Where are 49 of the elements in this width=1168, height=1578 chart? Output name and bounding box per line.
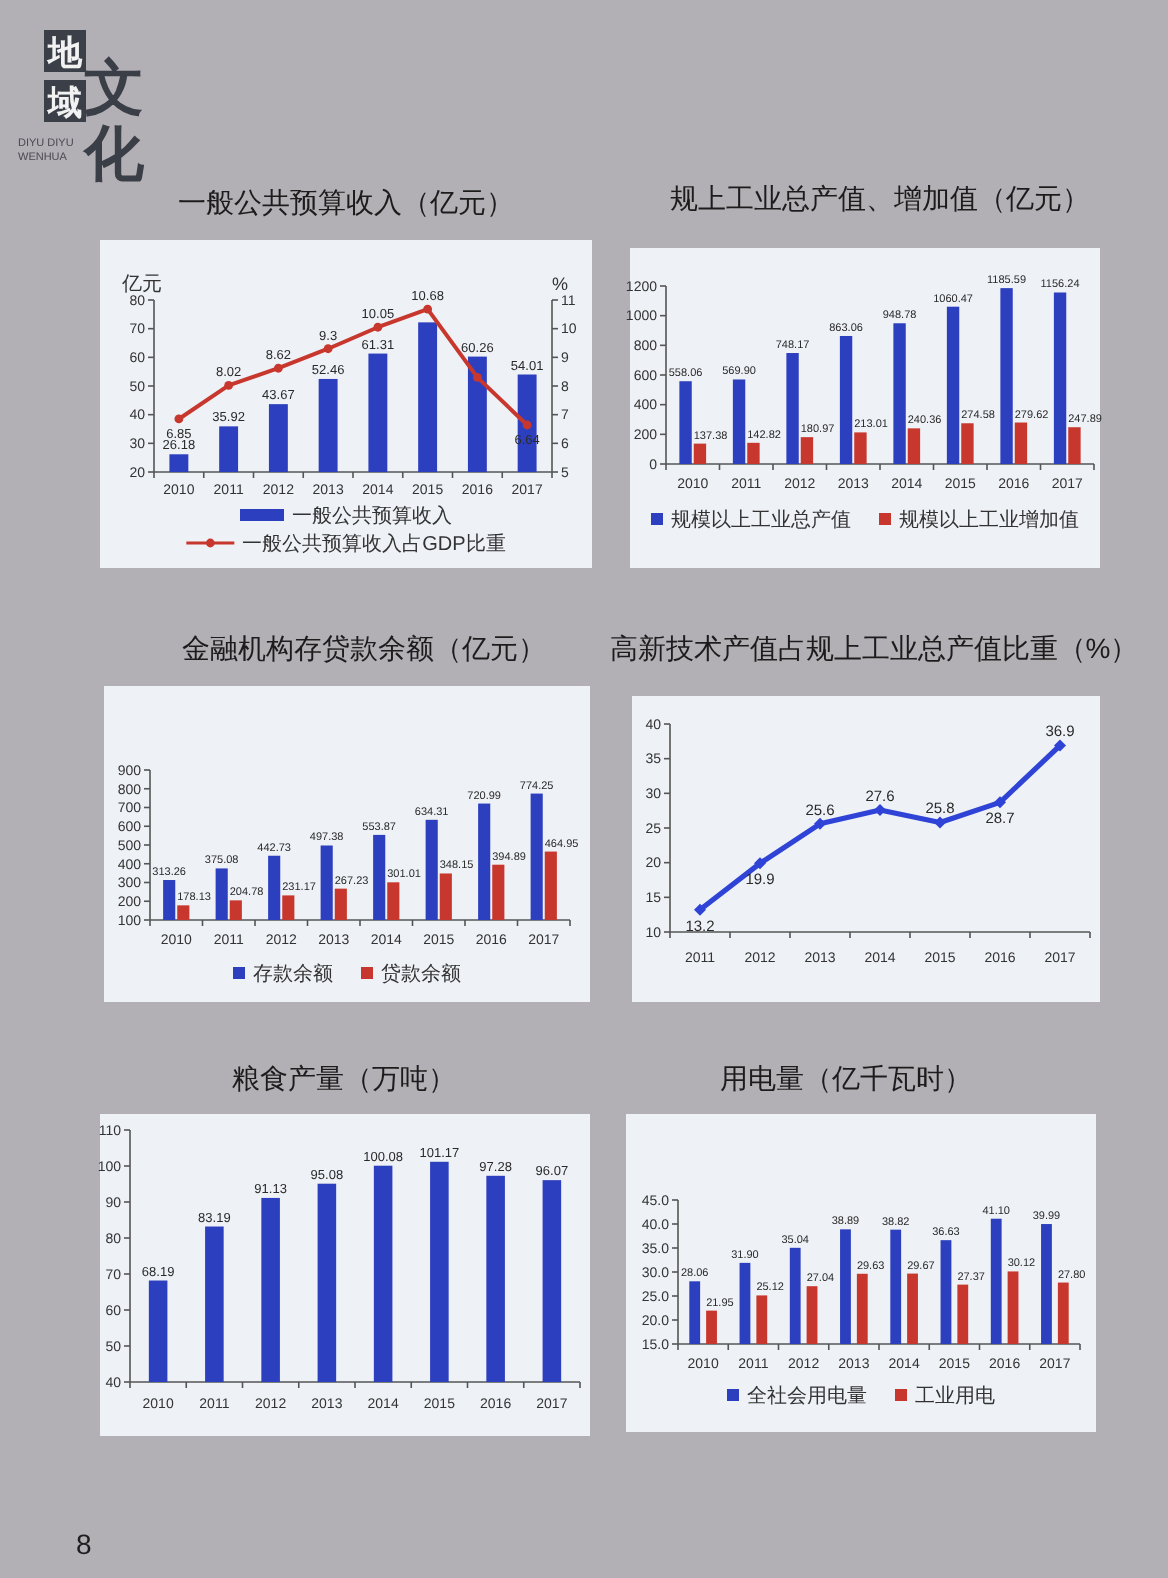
point (694, 903, 706, 916)
point (224, 381, 234, 390)
bar (1000, 288, 1013, 464)
legend-label: 规模以上工业增加值 (899, 508, 1079, 532)
bar (747, 442, 760, 464)
bar (946, 306, 960, 464)
point (522, 420, 532, 430)
point (174, 414, 184, 424)
text: 文化 (82, 56, 146, 188)
chart-title: 规上工业总产值、增加值（亿元） (670, 182, 1090, 214)
chart-title: 用电量（亿千瓦时） (720, 1062, 972, 1094)
point (754, 857, 766, 870)
point (273, 363, 283, 373)
bar (732, 379, 746, 464)
legend-label: 全社会用电量 (747, 1384, 867, 1408)
bar (1053, 292, 1067, 464)
bar (786, 353, 799, 464)
bar (854, 432, 867, 464)
legend-label: 存款余额 (253, 962, 333, 986)
point (1054, 739, 1066, 752)
bar (839, 335, 853, 464)
point (934, 816, 946, 829)
bar (1014, 422, 1028, 464)
point (814, 817, 826, 830)
point (423, 304, 433, 314)
legend-label: 工业用电 (915, 1384, 995, 1408)
bar (1068, 427, 1081, 464)
chart-title: 金融机构存贷款余额（亿元） (182, 632, 546, 664)
chart-title: 粮食产量（万吨） (232, 1062, 456, 1094)
point (323, 344, 333, 354)
legend-label: 一般公共预算收入占GDP比重 (242, 532, 506, 556)
bar (961, 423, 974, 464)
point (874, 803, 886, 816)
point (373, 322, 383, 332)
y2-axis-title: % (551, 274, 569, 294)
legend-label: 一般公共预算收入 (292, 504, 452, 528)
y-axis-title: 亿元 (120, 274, 162, 296)
chart-title: 一般公共预算收入（亿元） (178, 186, 514, 218)
bar (679, 381, 692, 464)
legend-label: 规模以上工业总产值 (671, 508, 851, 532)
bar (893, 323, 906, 464)
legend-label: 贷款余额 (381, 962, 461, 986)
chart-title: 高新技术产值占规上工业总产值比重（%） (609, 632, 1139, 664)
bar (907, 428, 921, 464)
point (994, 796, 1006, 809)
text: 8 (76, 1528, 92, 1560)
bar (693, 443, 707, 464)
bar (800, 437, 814, 464)
point (472, 373, 482, 382)
